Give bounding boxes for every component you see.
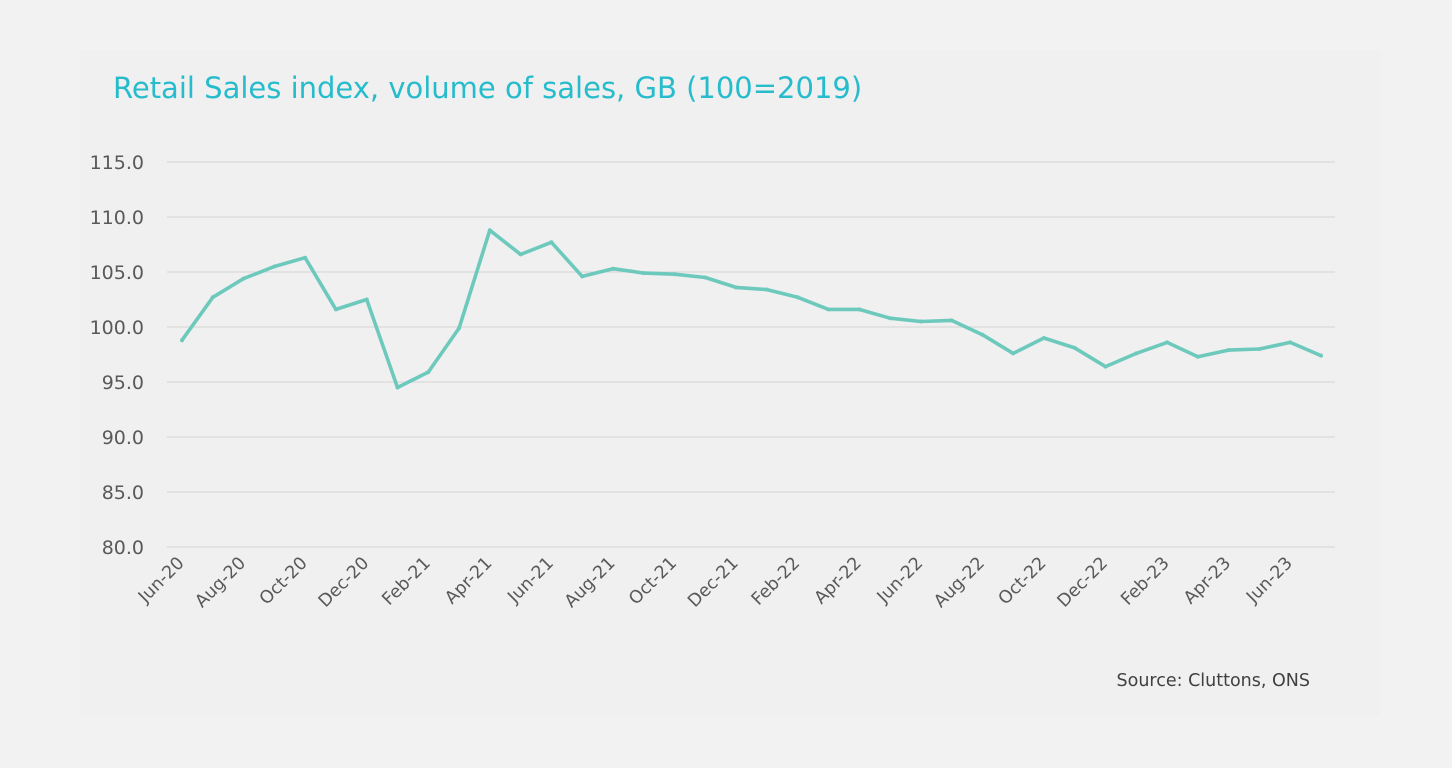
data-point xyxy=(641,271,646,276)
data-point xyxy=(180,338,184,343)
y-tick-label: 85.0 xyxy=(102,482,144,504)
data-point xyxy=(487,228,492,233)
data-point xyxy=(1011,351,1016,356)
data-point xyxy=(518,252,523,257)
y-tick-label: 90.0 xyxy=(102,427,144,449)
data-point xyxy=(580,274,585,279)
data-point xyxy=(1319,353,1323,358)
y-tick-label: 80.0 xyxy=(102,537,144,559)
data-point xyxy=(1165,340,1170,345)
y-tick-label: 115.0 xyxy=(90,152,144,174)
data-point xyxy=(795,295,800,300)
data-point xyxy=(826,307,831,312)
data-point xyxy=(764,287,769,292)
data-point xyxy=(703,275,708,280)
data-point xyxy=(549,240,554,245)
y-tick-label: 105.0 xyxy=(90,262,144,284)
chart-title: Retail Sales index, volume of sales, GB … xyxy=(113,71,862,105)
data-point xyxy=(395,385,400,390)
data-point xyxy=(1072,345,1077,350)
data-point xyxy=(918,319,923,324)
y-tick-label: 110.0 xyxy=(90,207,144,229)
data-point xyxy=(241,276,246,281)
data-point xyxy=(457,326,462,331)
source-note: Source: Cluttons, ONS xyxy=(1117,671,1310,691)
data-point xyxy=(888,316,893,321)
series-layer xyxy=(180,228,1323,390)
data-point xyxy=(364,297,369,302)
data-point xyxy=(210,295,215,300)
data-point xyxy=(272,264,277,269)
data-point xyxy=(672,272,677,277)
data-point xyxy=(734,285,739,290)
data-point xyxy=(1288,340,1293,345)
y-tick-label: 100.0 xyxy=(90,317,144,339)
data-point xyxy=(333,307,338,312)
data-point xyxy=(1226,348,1231,353)
data-point xyxy=(1257,347,1262,351)
data-point xyxy=(610,266,615,271)
data-point xyxy=(1195,354,1200,359)
data-point xyxy=(426,370,431,375)
data-point xyxy=(1134,351,1139,356)
y-tick-label: 95.0 xyxy=(102,372,144,394)
gridlines xyxy=(167,161,1335,548)
y-axis: 115.0 110.0 105.0 100.0 95.0 90.0 85.0 80.0 xyxy=(90,152,144,559)
data-point xyxy=(857,307,862,312)
series-line xyxy=(180,228,1323,390)
data-point xyxy=(980,332,985,337)
data-point xyxy=(1103,364,1108,369)
data-point xyxy=(303,255,308,260)
data-point xyxy=(1041,336,1046,340)
data-point xyxy=(949,318,954,323)
